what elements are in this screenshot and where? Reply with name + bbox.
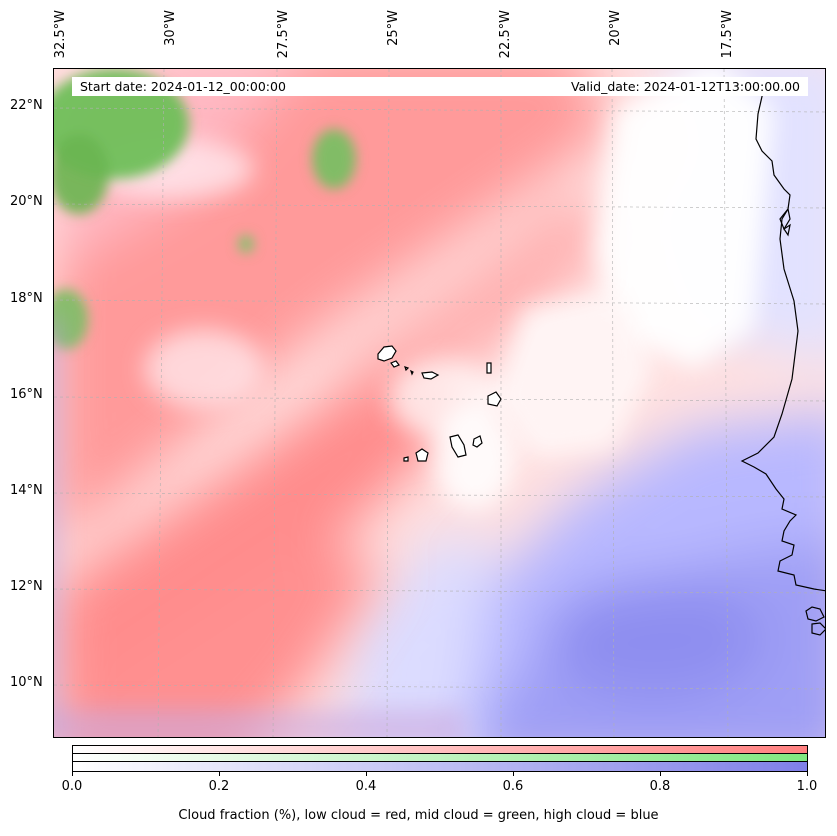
coastline-island	[783, 223, 791, 237]
coastline-bijagos-islands	[811, 622, 825, 636]
coastline-bijagos-islands	[805, 606, 825, 622]
parallel-line	[54, 588, 825, 594]
colorbar-tick-label: 0.4	[355, 779, 377, 794]
longitude-label: 27.5°W	[276, 10, 291, 59]
parallel-line	[54, 492, 825, 498]
colorbar-tick	[72, 772, 73, 776]
cloud-field	[54, 69, 825, 737]
colorbar-low-cloud-strip	[73, 746, 807, 754]
longitude-label: 17.5°W	[720, 10, 735, 59]
map-panel[interactable]: Start date: 2024-01-12_00:00:00 Valid_da…	[53, 68, 826, 738]
coastline-inlet	[779, 207, 791, 231]
island-santo-antao	[377, 345, 397, 362]
island-maio	[472, 435, 483, 448]
colorbar-tick	[366, 772, 367, 776]
meridian-line	[723, 69, 729, 737]
latitude-label: 22°N	[10, 98, 43, 113]
colorbar-tick-label: 0.6	[502, 779, 524, 794]
longitude-label: 32.5°W	[53, 10, 68, 59]
island-santiago	[449, 434, 467, 458]
longitude-label: 30°W	[163, 10, 178, 46]
edge-haze	[54, 319, 464, 737]
colorbar-tick-label: 0.2	[208, 779, 230, 794]
date-banner: Start date: 2024-01-12_00:00:00 Valid_da…	[72, 77, 808, 96]
parallel-line	[54, 684, 825, 690]
coastline-mainland	[740, 78, 825, 592]
colorbar-mid-cloud-strip	[73, 754, 807, 762]
cape-verde-islands	[377, 345, 502, 462]
island-fogo	[415, 448, 429, 462]
cloud-fraction-map	[54, 69, 825, 737]
meridian-line	[157, 69, 165, 737]
longitude-label: 20°W	[608, 10, 623, 46]
colorbar	[72, 745, 808, 772]
mid-cloud-patches	[54, 69, 356, 349]
start-date-label: Start date: 2024-01-12_00:00:00	[80, 79, 286, 94]
colorbar-tick-label: 0.0	[61, 779, 83, 794]
colorbar-tick	[660, 772, 661, 776]
parallel-line	[54, 107, 825, 113]
latitude-label: 20°N	[10, 194, 43, 209]
parallel-line	[54, 203, 825, 209]
valid-date-label: Valid_date: 2024-01-12T13:00:00.00	[570, 79, 800, 94]
colorbar-tick-label: 0.8	[649, 779, 671, 794]
latitude-label: 18°N	[10, 291, 43, 306]
west-africa-coastline	[740, 78, 825, 636]
parallel-line	[54, 396, 825, 402]
colorbar-tick	[219, 772, 220, 776]
colorbar-caption: Cloud fraction (%), low cloud = red, mid…	[178, 808, 659, 823]
latitude-label: 10°N	[10, 675, 43, 690]
colorbar-tick	[513, 772, 514, 776]
meridian-line	[611, 69, 615, 737]
latitude-label: 14°N	[10, 483, 43, 498]
island-sao-vicente	[390, 360, 400, 368]
island-islet	[409, 369, 414, 376]
meridian-line	[272, 69, 278, 737]
latitude-label: 12°N	[10, 579, 43, 594]
colorbar-tick	[807, 772, 808, 776]
colorbar-tick-label: 1.0	[796, 779, 818, 794]
meridian-line	[386, 69, 390, 737]
parallel-line	[54, 299, 825, 305]
colorbar-high-cloud-strip	[73, 762, 807, 771]
gridlines	[54, 69, 825, 737]
longitude-label: 25°W	[386, 10, 401, 46]
island-sal	[486, 362, 492, 374]
island-boa-vista	[487, 391, 502, 407]
island-brava	[403, 456, 409, 462]
island-santa-luzia	[404, 366, 410, 372]
latitude-label: 16°N	[10, 387, 43, 402]
island-sao-nicolau	[421, 371, 440, 380]
longitude-label: 22.5°W	[498, 10, 513, 59]
